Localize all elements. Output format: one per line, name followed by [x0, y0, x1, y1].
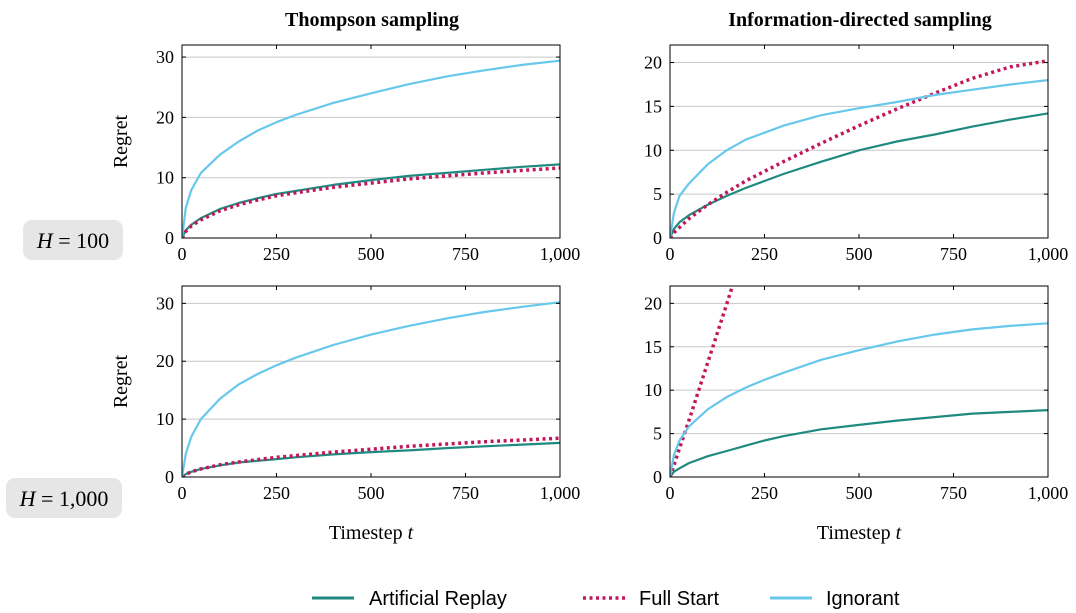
legend-label-ignorant: Ignorant: [826, 588, 900, 610]
legend-label-artificial-replay: Artificial Replay: [369, 588, 507, 610]
panel-thompson-h100: 0 250 500 750 1,000 0 10 20 30 Regret: [110, 44, 581, 264]
series-line-ignorant: [670, 79, 1048, 238]
ytick-label: 10: [156, 168, 174, 188]
ytick-label: 0: [165, 467, 174, 487]
row-label-h100-bg: [23, 220, 123, 260]
series-line-full-start: [182, 166, 560, 238]
row-label-h100-eq: =: [53, 228, 76, 253]
row-label-h100: H = 100: [23, 220, 123, 260]
series-line-artificial-replay: [670, 112, 1048, 238]
x-axis-label-var: t: [896, 522, 902, 544]
xtick-label: 750: [940, 244, 967, 264]
series-line-full-start: [670, 59, 1048, 238]
xtick-label: 750: [452, 483, 479, 503]
xtick-label: 1,000: [1028, 244, 1069, 264]
plot-frame: [669, 285, 1049, 478]
panel-thompson-h1000: 0 250 500 750 1,000 0 10 20 30 Regret Timestep t: [110, 285, 581, 544]
x-axis-label-var: t: [408, 522, 414, 544]
ytick-label: 5: [653, 184, 662, 204]
xtick-label: 250: [751, 483, 778, 503]
ytick-label: 15: [644, 96, 662, 116]
series-line-full-start: [670, 286, 735, 477]
xtick-label: 500: [846, 483, 873, 503]
ytick-label: 30: [156, 47, 174, 67]
ytick-label: 0: [653, 228, 662, 248]
x-axis-label-word: Timestep: [329, 522, 408, 544]
svg-text:H = 1,000: H = 1,000: [19, 486, 109, 511]
legend-label-full-start: Full Start: [639, 588, 719, 610]
x-axis-label: Timestep t: [329, 522, 414, 544]
xtick-label: 750: [452, 244, 479, 264]
ytick-label: 15: [644, 337, 662, 357]
ytick-label: 0: [165, 228, 174, 248]
row-label-h100-var: H: [36, 228, 54, 253]
ytick-label: 0: [653, 467, 662, 487]
x-axis-label-word: Timestep: [817, 522, 896, 544]
xtick-label: 500: [358, 244, 385, 264]
series-line-ignorant: [670, 322, 1048, 477]
y-axis-label: Regret: [110, 354, 132, 408]
panel-ids-h100: 0 250 500 750 1,000 0 5 10 15 20: [644, 44, 1069, 264]
row-label-h1000-value: 1,000: [59, 486, 109, 511]
ytick-label: 30: [156, 293, 174, 313]
ytick-label: 20: [644, 53, 662, 73]
y-axis-label: Regret: [110, 114, 132, 168]
xtick-label: 250: [751, 244, 778, 264]
series-line-artificial-replay: [182, 441, 560, 477]
row-label-h1000: H = 1,000: [6, 478, 122, 518]
row-label-h100-value: 100: [76, 228, 109, 253]
col-title-ids: Information-directed sampling: [728, 9, 992, 31]
row-label-h1000-bg: [6, 478, 122, 518]
plot-frame: [181, 285, 561, 478]
series-line-ignorant: [182, 59, 560, 238]
svg-text:H = 100: H = 100: [36, 228, 109, 253]
series-line-artificial-replay: [182, 163, 560, 238]
legend: Artificial Replay Full Start Ignorant: [312, 588, 900, 610]
series-line-ignorant: [182, 301, 560, 477]
xtick-label: 1,000: [1028, 483, 1069, 503]
ytick-label: 10: [156, 409, 174, 429]
xtick-label: 0: [666, 483, 675, 503]
series-line-artificial-replay: [670, 409, 1048, 477]
ytick-label: 10: [644, 140, 662, 160]
xtick-label: 1,000: [540, 483, 581, 503]
ytick-label: 10: [644, 380, 662, 400]
xtick-label: 0: [666, 244, 675, 264]
xtick-label: 500: [846, 244, 873, 264]
row-label-h1000-eq: =: [35, 486, 58, 511]
xtick-label: 500: [358, 483, 385, 503]
xtick-label: 750: [940, 483, 967, 503]
ytick-label: 20: [156, 351, 174, 371]
panel-ids-h1000: 0 250 500 750 1,000 0 5 10 15 20 Timestep t: [644, 285, 1069, 544]
xtick-label: 1,000: [540, 244, 581, 264]
col-title-thompson: Thompson sampling: [285, 9, 459, 31]
row-label-h1000-var: H: [19, 486, 37, 511]
xtick-label: 0: [178, 483, 187, 503]
xtick-label: 250: [263, 483, 290, 503]
ytick-label: 20: [156, 107, 174, 127]
xtick-label: 250: [263, 244, 290, 264]
plot-frame: [669, 44, 1049, 239]
x-axis-label: Timestep t: [817, 522, 902, 544]
xtick-label: 0: [178, 244, 187, 264]
ytick-label: 20: [644, 293, 662, 313]
ytick-label: 5: [653, 424, 662, 444]
series-line-full-start: [182, 436, 560, 477]
